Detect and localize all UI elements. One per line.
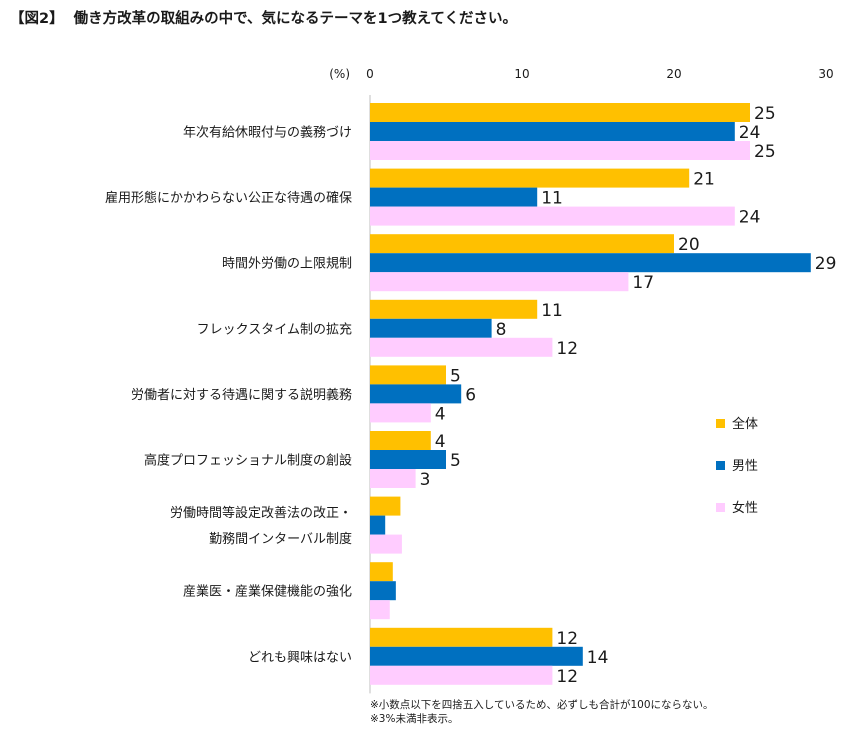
- data-label: 5: [450, 451, 461, 471]
- bar-all: [370, 234, 674, 254]
- data-label: 12: [556, 667, 578, 687]
- bar-female: [370, 665, 553, 685]
- legend-label: 全体: [732, 416, 758, 432]
- bar-female: [370, 600, 390, 620]
- category-label: 勤務間インターバル制度: [209, 531, 352, 547]
- category-label: 年次有給休暇付与の義務づけ: [183, 125, 352, 141]
- title-tag: 【図2】: [10, 11, 64, 27]
- bar-all: [370, 562, 393, 582]
- data-label: 24: [739, 208, 761, 228]
- data-label: 14: [587, 648, 609, 668]
- bar-all: [370, 496, 401, 516]
- category-label: どれも興味はない: [248, 650, 352, 665]
- bar-female: [370, 272, 629, 292]
- bar-female: [370, 141, 750, 160]
- data-label: 6: [465, 385, 476, 405]
- bar-female: [370, 206, 735, 226]
- footnotes: ※小数点以下を四捨五入しているため、必ずしも合計が100にならない。 ※3%未満…: [370, 698, 714, 726]
- data-label: 4: [435, 404, 446, 424]
- footnote-threshold: ※3%未満非表示。: [370, 713, 459, 725]
- bar-male: [370, 318, 492, 338]
- bar-female: [370, 403, 431, 423]
- category-label: 雇用形態にかかわらない公正な待遇の確保: [105, 190, 352, 206]
- chart-title: 【図2】 働き方改革の取組みの中で、気になるテーマを1つ教えてください。: [10, 7, 517, 28]
- bar-all: [370, 103, 750, 122]
- data-label: 12: [556, 629, 578, 649]
- data-label: 29: [815, 254, 837, 274]
- data-label: 12: [556, 339, 578, 359]
- data-label: 17: [632, 273, 654, 293]
- x-tick-label: 10: [514, 67, 529, 81]
- bar-male: [370, 450, 446, 469]
- title-text: 働き方改革の取組みの中で、気になるテーマを1つ教えてください。: [73, 11, 517, 27]
- x-tick-label: 30: [818, 67, 833, 81]
- data-label: 8: [496, 320, 507, 340]
- legend-label: 男性: [732, 459, 758, 474]
- legend-swatch: [716, 419, 725, 428]
- bar-male: [370, 384, 462, 404]
- bar-female: [370, 534, 402, 554]
- bar-male: [370, 581, 396, 601]
- legend-swatch: [716, 503, 725, 512]
- bar-female: [370, 337, 553, 357]
- footnote-rounding: ※小数点以下を四捨五入しているため、必ずしも合計が100にならない。: [370, 699, 714, 711]
- data-label: 25: [754, 142, 776, 162]
- category-label: 産業医・産業保健機能の強化: [183, 584, 352, 600]
- data-label: 21: [693, 170, 715, 190]
- category-label: 時間外労働の上限規制: [222, 257, 352, 272]
- bar-male: [370, 122, 735, 141]
- category-label: フレックスタイム制の拡充: [197, 321, 352, 337]
- bar-all: [370, 627, 553, 647]
- data-label: 3: [420, 470, 431, 490]
- bar-all: [370, 168, 690, 188]
- bar-female: [370, 469, 416, 488]
- bar-all: [370, 365, 446, 385]
- legend-label: 女性: [732, 500, 758, 516]
- bar-all: [370, 431, 431, 450]
- bar-all: [370, 299, 538, 319]
- bar-male: [370, 515, 386, 535]
- x-tick-label: 20: [666, 67, 681, 81]
- unit-label: (%): [329, 67, 350, 81]
- legend-swatch: [716, 461, 725, 470]
- data-label: 20: [678, 235, 700, 255]
- category-label: 労働者に対する待遇に関する説明義務: [131, 387, 352, 403]
- x-tick-label: 0: [366, 67, 374, 81]
- data-label: 25: [754, 104, 776, 124]
- bar-male: [370, 187, 538, 207]
- data-label: 11: [541, 189, 563, 209]
- bar-male: [370, 646, 583, 666]
- data-label: 5: [450, 366, 461, 386]
- category-label: 労働時間等設定改善法の改正・: [170, 505, 352, 521]
- data-label: 11: [541, 301, 563, 321]
- data-label: 24: [739, 123, 761, 143]
- data-label: 4: [435, 432, 446, 452]
- category-label: 高度プロフェッショナル制度の創設: [144, 453, 352, 469]
- bar-male: [370, 253, 811, 273]
